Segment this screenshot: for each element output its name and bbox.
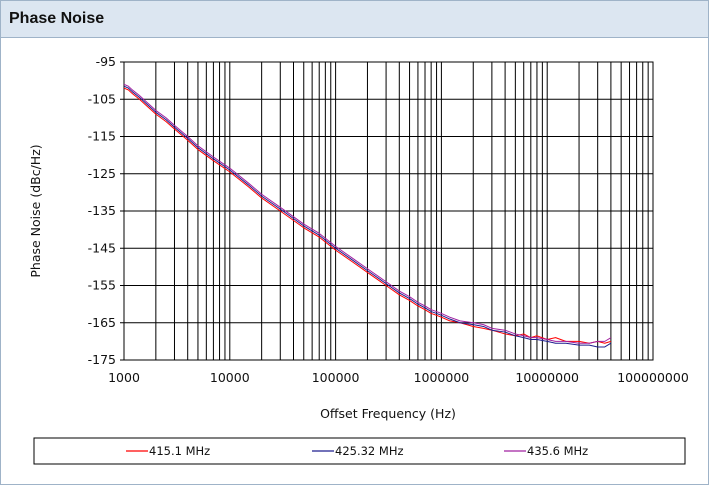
y-tick-label: -135 <box>88 203 116 218</box>
y-tick-label: -145 <box>88 240 116 255</box>
panel-title: Phase Noise <box>9 10 105 27</box>
series-line <box>123 83 612 344</box>
x-tick-label: 10000 <box>210 370 250 385</box>
legend-label: 435.6 MHz <box>527 444 588 458</box>
y-tick-label: -105 <box>88 91 116 106</box>
y-tick-label: -165 <box>88 315 116 330</box>
y-axis-label: Phase Noise (dBc/Hz) <box>28 144 43 277</box>
x-tick-label: 1000 <box>108 370 140 385</box>
x-tick-label: 10000000 <box>515 370 579 385</box>
y-tick-label: -115 <box>88 129 116 144</box>
y-tick-label: -125 <box>88 166 116 181</box>
x-tick-label: 1000000 <box>414 370 470 385</box>
tick-labels: -95 -105 -115 -125 -135 -145 -155 -165 -175 1000 1… <box>88 54 689 385</box>
series-line <box>123 85 612 348</box>
series-line <box>123 87 612 344</box>
y-tick-label: -155 <box>88 278 116 293</box>
legend-label: 415.1 MHz <box>149 444 210 458</box>
y-tick-label: -175 <box>88 352 116 367</box>
y-tick-label: -95 <box>96 54 116 69</box>
x-tick-label: 100000 <box>312 370 360 385</box>
legend: 415.1 MHz 425.32 MHz 435.6 MHz <box>126 444 588 458</box>
x-tick-label: 100000000 <box>617 370 689 385</box>
panel-header: Phase Noise <box>1 1 708 38</box>
series-lines <box>123 83 612 348</box>
grid-lines <box>123 61 654 361</box>
legend-label: 425.32 MHz <box>335 444 404 458</box>
x-axis-label: Offset Frequency (Hz) <box>320 406 456 421</box>
